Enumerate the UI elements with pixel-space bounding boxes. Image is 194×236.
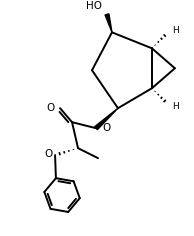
Text: O: O	[47, 103, 55, 113]
Text: H: H	[172, 102, 179, 111]
Polygon shape	[95, 108, 118, 130]
Text: O: O	[45, 149, 53, 159]
Polygon shape	[105, 14, 112, 32]
Text: H: H	[172, 26, 179, 35]
Text: HO: HO	[86, 1, 102, 11]
Text: O: O	[102, 123, 110, 133]
